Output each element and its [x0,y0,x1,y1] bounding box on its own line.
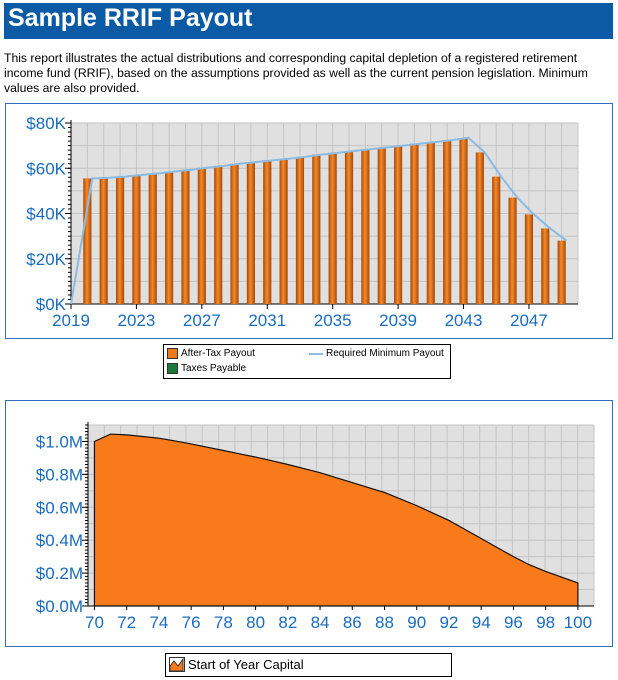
bar-after-tax-payout [410,143,419,304]
legend-label: Taxes Payable [181,363,247,374]
legend-label: Start of Year Capital [188,657,304,672]
x-tick-label: 74 [149,613,168,632]
x-tick-label: 2019 [52,311,90,330]
bar-after-tax-payout [214,165,223,304]
page-title: Sample RRIF Payout [8,4,253,32]
legend-line-swatch [309,352,323,355]
title-bar: Sample RRIF Payout [4,3,613,39]
x-tick-label: 94 [472,613,491,632]
legend-swatch [167,363,178,374]
bar-after-tax-payout [165,171,174,304]
y-tick-label: $0.4M [36,531,83,550]
bar-after-tax-payout [263,160,272,304]
report-description: This report illustrates the actual distr… [4,51,588,95]
bar-after-tax-payout [344,151,354,304]
start-of-year-capital-area [93,433,579,607]
x-tick-label: 80 [246,613,265,632]
x-tick-label: 72 [117,613,136,632]
legend-item-after-tax-payout: After-Tax Payout [167,348,255,359]
x-tick-label: 2023 [118,311,156,330]
bar-after-tax-payout [246,162,255,304]
bar-after-tax-payout [132,175,141,304]
bar-after-tax-payout [312,154,321,304]
bar-after-tax-payout [181,169,190,304]
payout-chart-legend: After-Tax Payout Taxes Payable Required … [163,344,451,379]
x-tick-label: 90 [407,613,426,632]
area-chart-icon [169,657,185,672]
bar-after-tax-payout [279,158,288,304]
y-tick-label: $0.6M [36,498,83,517]
bar-after-tax-payout [557,240,566,304]
bar-after-tax-payout [394,145,403,304]
x-tick-label: 70 [85,613,104,632]
bar-after-tax-payout [295,156,305,304]
payout-chart-panel: $0K $20K $40K $60K $80K 2019 2023 2027 2031 2035 2… [5,103,613,339]
bar-after-tax-payout [492,176,501,304]
legend-item-taxes-payable: Taxes Payable [167,363,246,374]
x-tick-label: 86 [343,613,362,632]
x-tick-label: 78 [214,613,233,632]
required-minimum-payout-line [70,136,568,305]
capital-chart-legend: Start of Year Capital [165,653,452,677]
x-tick-label: 98 [536,613,555,632]
bar-after-tax-payout [459,138,468,304]
bar-after-tax-payout [426,142,435,304]
bar-after-tax-payout [115,176,125,304]
y-tick-label: $0.2M [36,564,83,583]
x-tick-label: 76 [182,613,201,632]
y-tick-label: $1.0M [36,432,83,451]
x-tick-label: 88 [375,613,394,632]
bar-after-tax-payout [377,147,386,304]
x-tick-label: 84 [311,613,330,632]
y-tick-label: $0.8M [36,465,83,484]
y-tick-label: $0K [36,295,67,314]
bar-after-tax-payout [361,149,370,304]
x-tick-label: 2047 [510,311,548,330]
bar-after-tax-payout [148,173,157,304]
capital-chart-panel: $0.0M $0.2M $0.4M $0.6M $0.8M $1.0M 70 72 74 76 78… [5,400,613,647]
capital-area-chart: $0.0M $0.2M $0.4M $0.6M $0.8M $1.0M 70 72 74 76 78… [36,422,595,632]
bar-after-tax-payout [541,228,550,304]
x-tick-label: 2031 [248,311,286,330]
x-tick-label: 92 [440,613,459,632]
legend-item-start-of-year-capital: Start of Year Capital [169,657,304,672]
bar-after-tax-payout [524,214,534,304]
y-tick-label: $60K [26,159,66,178]
bar-after-tax-payout [475,152,484,304]
x-tick-label: 2043 [445,311,483,330]
bar-after-tax-payout [99,177,108,304]
bar-after-tax-payout [508,197,517,304]
legend-item-required-minimum-payout: Required Minimum Payout [309,348,444,359]
legend-label: Required Minimum Payout [326,348,444,359]
bar-after-tax-payout [443,140,452,304]
y-tick-label: $0.0M [36,597,83,616]
legend-label: After-Tax Payout [181,348,255,359]
bar-after-tax-payout [328,152,337,304]
x-tick-label: 82 [278,613,297,632]
x-tick-label: 96 [504,613,523,632]
bar-after-tax-payout [83,178,92,304]
y-tick-label: $20K [26,250,66,269]
bar-after-tax-payout [197,167,206,304]
x-tick-label: 2039 [379,311,417,330]
bar-after-tax-payout [230,163,239,304]
x-tick-label: 2027 [183,311,221,330]
payout-bar-chart: $0K $20K $40K $60K $80K 2019 2023 2027 2031 2035 2… [26,114,579,330]
legend-swatch [167,348,178,359]
x-tick-label: 2035 [314,311,352,330]
y-tick-label: $80K [26,114,66,133]
y-tick-label: $40K [26,205,66,224]
x-tick-label: 100 [564,613,592,632]
